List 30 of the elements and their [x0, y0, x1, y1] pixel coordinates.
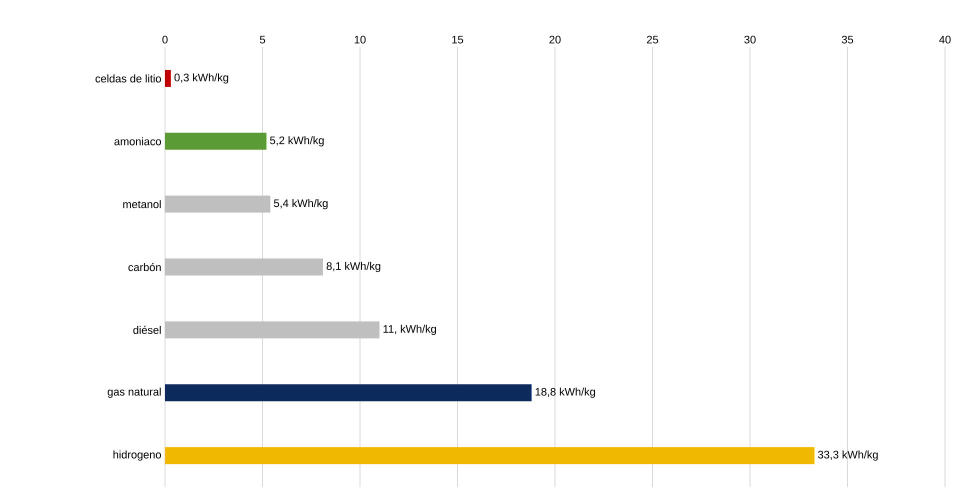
- y-tick-label: celdas de litio: [96, 74, 161, 82]
- bar: [165, 70, 171, 87]
- data-label: 33,3 kWh/kg: [818, 450, 878, 461]
- y-tick-label: hidrogeno: [114, 450, 161, 461]
- bar: [165, 447, 814, 464]
- bar: [165, 196, 270, 213]
- data-label: 8,1 kWh/kg: [326, 262, 380, 272]
- x-tick-label: 20: [549, 36, 561, 44]
- x-tick-label: 35: [842, 36, 854, 44]
- bar: [165, 258, 323, 276]
- data-label: 5,2 kWh/kg: [270, 136, 324, 146]
- x-tick-label: 5: [260, 36, 266, 44]
- x-tick-label: 10: [354, 36, 366, 44]
- x-tick-label: 15: [452, 36, 464, 44]
- x-tick-label: 30: [744, 36, 756, 44]
- data-label: 0,3 kWh/kg: [174, 73, 228, 84]
- data-label: 5,4 kWh/kg: [274, 199, 328, 210]
- data-label: 18,8 kWh/kg: [536, 388, 595, 398]
- y-tick-label: gas natural: [108, 388, 161, 398]
- bar: [165, 132, 266, 150]
- x-tick-label: 25: [646, 36, 658, 44]
- bar: [165, 384, 532, 402]
- x-tick-label: 0: [162, 36, 168, 44]
- y-tick-label: diésel: [133, 326, 161, 334]
- y-tick-label: amoniaco: [114, 137, 161, 146]
- bar: [165, 321, 380, 338]
- x-tick-label: 40: [939, 36, 951, 44]
- data-label: 11, kWh/kg: [384, 324, 436, 335]
- y-tick-label: metanol: [123, 200, 161, 208]
- y-tick-label: carbón: [128, 262, 161, 272]
